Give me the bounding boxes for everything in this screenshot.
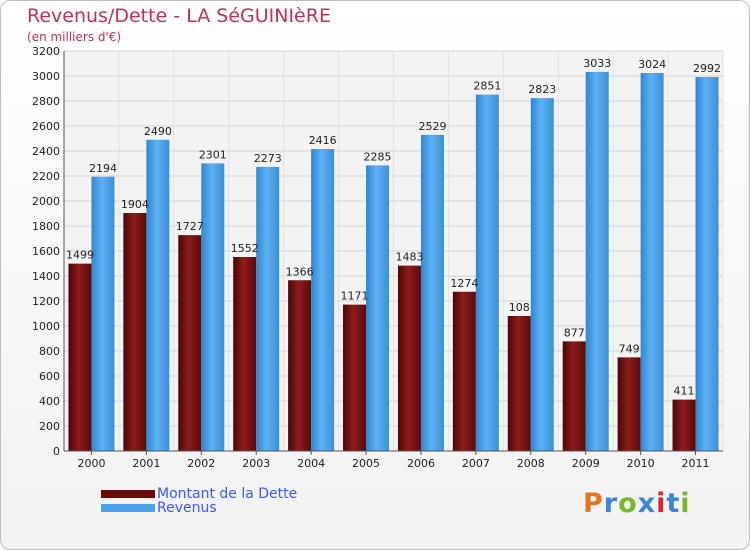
bar-debt — [178, 235, 202, 451]
proxiti-logo: Proxiti — [583, 488, 691, 519]
y-tick-label: 1400 — [32, 270, 60, 283]
value-label-debt: 108 — [509, 301, 530, 314]
value-label-revenue: 2273 — [254, 152, 282, 165]
chart-subtitle: (en milliers d'€) — [27, 30, 122, 44]
x-tick-label: 2008 — [517, 457, 545, 470]
y-tick-label: 2800 — [32, 95, 60, 108]
bar-debt — [343, 304, 367, 451]
legend-item-revenue: Revenus — [101, 500, 297, 516]
value-label-revenue: 2301 — [199, 148, 227, 161]
y-tick-label: 3200 — [32, 45, 60, 58]
value-label-revenue: 2529 — [418, 120, 446, 133]
bar-revenue — [585, 71, 609, 451]
x-tick-label: 2001 — [132, 457, 160, 470]
value-label-revenue: 2490 — [144, 125, 172, 138]
value-label-revenue: 3033 — [583, 57, 611, 70]
legend-item-debt: Montant de la Dette — [101, 486, 298, 502]
value-label-revenue: 2194 — [89, 162, 117, 175]
bar-revenue — [311, 149, 335, 451]
x-tick-label: 2005 — [352, 457, 380, 470]
y-tick-label: 200 — [39, 420, 60, 433]
bar-revenue — [256, 166, 280, 451]
bar-debt — [397, 265, 421, 451]
bar-revenue — [475, 94, 499, 451]
value-label-revenue: 2416 — [309, 134, 337, 147]
y-tick-label: 1800 — [32, 220, 60, 233]
bar-debt — [123, 213, 147, 451]
bar-revenue — [530, 98, 554, 451]
value-label-debt: 1366 — [286, 265, 314, 278]
value-label-revenue: 2285 — [364, 150, 392, 163]
y-tick-label: 0 — [53, 445, 60, 458]
y-tick-label: 1600 — [32, 245, 60, 258]
value-label-debt: 1483 — [395, 251, 423, 264]
value-label-revenue: 2851 — [473, 80, 501, 93]
y-tick-label: 1000 — [32, 320, 60, 333]
x-tick-label: 2006 — [407, 457, 435, 470]
x-tick-label: 2010 — [627, 457, 655, 470]
x-tick-label: 2002 — [187, 457, 215, 470]
value-label-debt: 1904 — [121, 198, 149, 211]
value-label-debt: 1499 — [66, 249, 94, 262]
bar-debt — [507, 316, 531, 451]
y-tick-label: 400 — [39, 395, 60, 408]
y-tick-label: 3000 — [32, 70, 60, 83]
chart-title: Revenus/Dette - LA SéGUINIèRE — [27, 5, 331, 27]
x-tick-label: 2004 — [297, 457, 325, 470]
x-tick-label: 2007 — [462, 457, 490, 470]
legend-swatch-debt — [101, 490, 155, 498]
y-tick-label: 600 — [39, 370, 60, 383]
y-tick-label: 2000 — [32, 195, 60, 208]
value-label-debt: 1274 — [450, 277, 478, 290]
logo-letter: i — [656, 488, 667, 519]
bar-revenue — [366, 165, 390, 451]
value-label-debt: 1727 — [176, 220, 204, 233]
value-label-revenue: 3024 — [638, 58, 666, 71]
bar-revenue — [91, 176, 115, 451]
bar-revenue — [420, 134, 444, 451]
logo-letter: i — [680, 488, 691, 519]
value-label-debt: 1552 — [231, 242, 259, 255]
y-tick-label: 2200 — [32, 170, 60, 183]
legend-label-revenue: Revenus — [157, 500, 217, 516]
y-tick-label: 2400 — [32, 145, 60, 158]
bar-revenue — [201, 163, 225, 451]
y-tick-label: 800 — [39, 345, 60, 358]
y-tick-label: 1200 — [32, 295, 60, 308]
chart-legend: Montant de la Dette Revenus — [101, 486, 298, 516]
legend-swatch-revenue — [101, 504, 155, 512]
bar-debt — [562, 341, 586, 451]
x-tick-label: 2009 — [572, 457, 600, 470]
legend-label-debt: Montant de la Dette — [157, 486, 298, 502]
value-label-debt: 877 — [564, 326, 585, 339]
bar-debt — [672, 399, 696, 451]
bar-debt — [617, 357, 641, 451]
bar-debt — [68, 263, 92, 451]
value-label-debt: 1171 — [341, 290, 369, 303]
bar-revenue — [146, 139, 170, 451]
logo-letter: P — [583, 488, 604, 519]
logo-letter: x — [637, 488, 657, 519]
bar-revenue — [640, 73, 664, 451]
x-tick-label: 2011 — [682, 457, 710, 470]
logo-letter: o — [618, 488, 638, 519]
value-label-revenue: 2823 — [528, 83, 556, 96]
logo-letter: r — [603, 488, 619, 519]
y-tick-label: 2600 — [32, 120, 60, 133]
x-tick-label: 2000 — [77, 457, 105, 470]
value-label-debt: 411 — [674, 385, 695, 398]
bar-debt — [452, 291, 476, 451]
x-tick-label: 2003 — [242, 457, 270, 470]
value-label-revenue: 2992 — [693, 62, 721, 75]
value-label-debt: 749 — [619, 342, 640, 355]
bar-debt — [288, 280, 312, 451]
logo-letter: t — [666, 488, 681, 519]
bar-revenue — [695, 77, 719, 451]
bar-debt — [233, 257, 257, 451]
